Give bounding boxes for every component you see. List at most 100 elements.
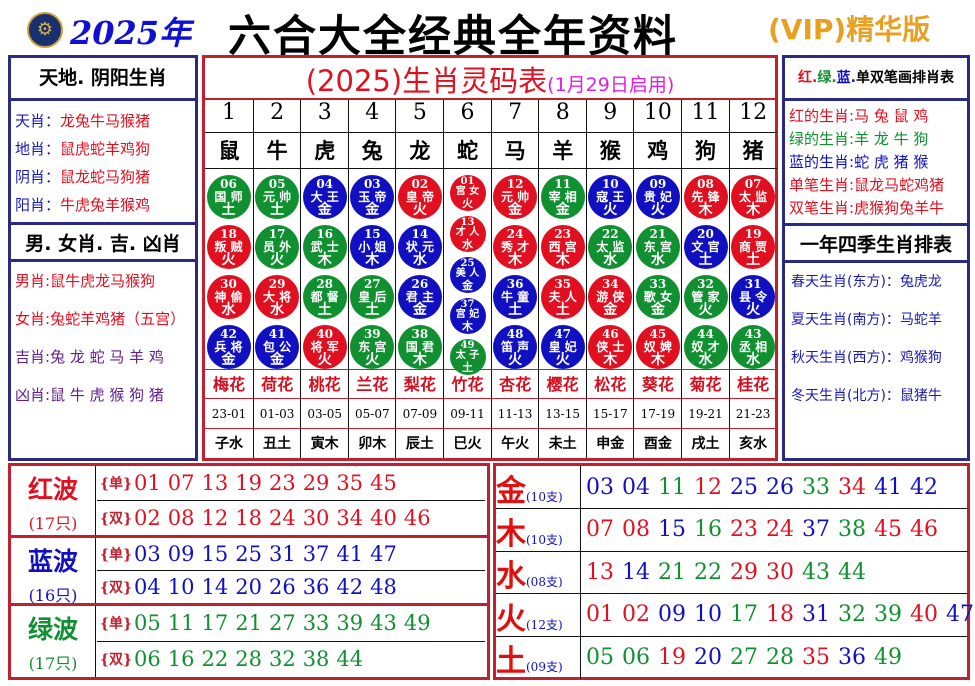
- column-number: 12: [729, 100, 777, 133]
- zodiac-column: 3 虎 04 大 王金 16 武 士木 28 都 督土 40 将 军火桃花 03-05 寅木: [300, 100, 349, 458]
- wave-number: 02: [134, 505, 161, 530]
- wave-number: 39: [336, 611, 364, 636]
- branch-element: 寅木: [310, 436, 339, 452]
- ball-element: 火: [221, 252, 236, 269]
- ball-title: 皇 妃: [548, 339, 577, 354]
- wave-number: 49: [403, 611, 431, 636]
- ball-number: 49: [460, 339, 475, 351]
- ball-element: 水: [270, 302, 285, 319]
- element-row: 金(10支) 03 04 11 12 25 26 33 34 41 42: [496, 466, 968, 509]
- element-number: 07: [586, 517, 614, 542]
- ball-title: 美 人: [455, 268, 480, 279]
- item-value: 鼠龙马蛇鸡猪: [854, 176, 945, 194]
- number-ball: 05 元 帅土: [255, 175, 300, 219]
- ball-element: 水: [221, 302, 236, 319]
- ball-number: 06: [220, 177, 237, 191]
- wave-table: 红波 (17只) {单} 01 07 13 19 23 29 35 45 {双} 02 08 12 18 24 3…: [8, 463, 490, 680]
- ball-title: 兵 将: [214, 339, 243, 354]
- ball-title: 商 贾: [739, 239, 768, 254]
- wave-number: 11: [167, 611, 195, 636]
- branch-element: 子水: [215, 436, 243, 452]
- element-number: 11: [658, 474, 686, 500]
- ball-title: 叛 贼: [214, 239, 243, 254]
- item-key: 吉肖:: [15, 348, 51, 366]
- ball-number: 03: [363, 177, 381, 191]
- list-item: 吉肖:兔 龙 蛇 马 羊 鸡: [11, 338, 195, 376]
- ball-title: 寇 王: [596, 189, 625, 204]
- list-item: 绿的生肖:羊 龙 牛 狗: [785, 128, 967, 151]
- ball-title: 宫 妃: [455, 309, 480, 320]
- element-table: 金(10支) 03 04 11 12 25 26 33 34 41 42 木(10支) 07 08 15 16…: [493, 463, 974, 680]
- element-numbers: 03 04 11 12 25 26 33 34 41 42: [586, 466, 946, 508]
- time-range: 07-09: [396, 399, 444, 429]
- element-number: 35: [802, 645, 830, 670]
- item-key: 蓝的生肖:: [789, 153, 855, 171]
- element-number: 20: [694, 645, 722, 670]
- wave-number: 21: [235, 611, 262, 636]
- item-value: 龙兔牛马猴猪: [60, 112, 151, 130]
- branch-element: 亥水: [739, 436, 768, 452]
- element-numbers: 010209101718313239404748: [586, 594, 975, 636]
- ball-title: 元 帅: [501, 189, 530, 204]
- zodiac-name: 蛇: [444, 133, 491, 169]
- branch-element: 酉金: [643, 436, 672, 452]
- ball-number: 47: [554, 327, 572, 341]
- wave-number: 36: [302, 574, 330, 599]
- number-ball: 15 小 姐木: [350, 225, 395, 269]
- wave-row: {双} 04 10 14 20 26 36 42 48: [97, 571, 485, 604]
- element-name: 火: [496, 601, 526, 637]
- ball-number: 45: [649, 327, 667, 341]
- wave-number: 43: [370, 611, 397, 636]
- ball-number: 11: [554, 177, 572, 191]
- item-value: 鼠猪牛: [899, 388, 942, 404]
- ball-element: 火: [365, 352, 380, 369]
- ball-element: 木: [603, 352, 618, 369]
- ball-title: 君 主: [405, 289, 434, 304]
- wave-number: 30: [302, 505, 330, 530]
- number-ball: 42 兵 将金: [206, 325, 251, 369]
- section-title: 红.绿.蓝.单双笔画排肖表: [785, 58, 967, 101]
- wave-number: 20: [235, 574, 262, 599]
- ball-element: 水: [412, 252, 427, 269]
- ball-group: 01 宫 女火 13 才 人水 25 美 人金 37 宫 妃木 49 太 子土: [444, 169, 491, 375]
- list-item: 春天生肖(东方)：兔虎龙: [785, 263, 967, 301]
- wave-count: (17只): [28, 654, 78, 673]
- ball-element: 火: [508, 352, 523, 369]
- zodiac-column: 8 羊 11 宰 相金 23 西 宫木 35 夫 人土 47 皇 妃火樱花 13-15 未土: [538, 100, 587, 458]
- ball-title: 夫 人: [548, 289, 577, 304]
- flower-name: 梅花: [205, 369, 253, 399]
- item-value: 鼠牛虎龙马猴狗: [50, 272, 156, 290]
- item-key: 凶肖:: [15, 386, 51, 404]
- column-number: 4: [348, 100, 396, 133]
- element-number: 44: [838, 559, 866, 585]
- wave-number: 05: [134, 611, 161, 636]
- zodiac-name: 鼠: [205, 133, 253, 169]
- column-number: 6: [444, 100, 491, 133]
- wave-number: 26: [268, 574, 296, 599]
- ball-title: 太 子: [455, 350, 480, 361]
- ball-element: 土: [365, 302, 380, 319]
- ball-number: 20: [697, 227, 714, 241]
- ball-element: 木: [462, 319, 473, 333]
- number-ball: 21 东 宫水: [635, 225, 680, 269]
- ball-title: 笛 声: [501, 339, 530, 354]
- wave-number: 41: [336, 541, 364, 566]
- wave-number: 06: [134, 647, 161, 672]
- title-part: 蓝.: [836, 70, 856, 86]
- ball-title: 先 锋: [691, 189, 720, 204]
- ball-number: 10: [601, 177, 619, 191]
- wave-row: {单} 03 09 15 25 31 37 41 47: [97, 538, 485, 571]
- element-number: 36: [838, 645, 866, 670]
- left-panel: 天地. 阴阳生肖 天肖：龙兔牛马猴猪 地肖：鼠虎蛇羊鸡狗 阴肖：鼠龙蛇马狗猪 阳肖：牛虎…: [8, 55, 198, 461]
- ball-title: 状 元: [405, 239, 434, 254]
- element-number: 14: [622, 559, 650, 585]
- element-label: 土(09支): [496, 636, 581, 679]
- flower-name: 樱花: [539, 369, 587, 399]
- element-number: 47: [946, 602, 974, 627]
- ball-element: 木: [650, 352, 665, 369]
- item-key: 地肖：: [15, 140, 61, 158]
- wave-number: 23: [268, 470, 296, 495]
- item-key: 单笔生肖:: [789, 176, 855, 194]
- zodiac-name: 牛: [253, 133, 301, 169]
- wave-number: 38: [302, 647, 330, 672]
